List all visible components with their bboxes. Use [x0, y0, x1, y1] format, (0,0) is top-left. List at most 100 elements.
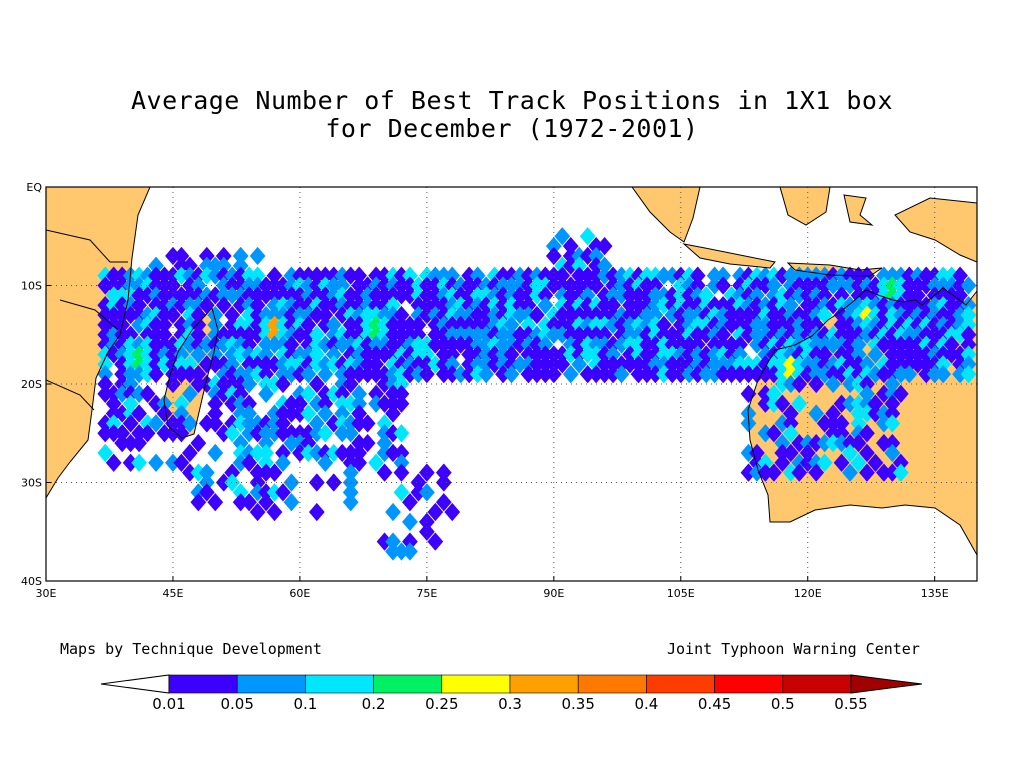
lat-tick-label: 20S: [21, 378, 42, 391]
colorbar-label: 0.01: [152, 695, 185, 713]
lon-tick-label: 105E: [667, 587, 695, 600]
density-cell: [266, 463, 283, 482]
density-cell: [393, 483, 410, 502]
lon-tick-label: 45E: [162, 587, 183, 600]
coastline-sulawesi: [843, 194, 874, 226]
colorbar-label: 0.3: [498, 695, 522, 713]
density-cell: [715, 276, 732, 295]
density-cell: [444, 502, 461, 522]
density-cell: [241, 374, 258, 394]
density-cell: [173, 453, 190, 473]
density-cell: [215, 295, 232, 315]
colorbar-label: 0.25: [425, 695, 458, 713]
lon-tick-label: 135E: [921, 587, 949, 600]
colorbar-cell: [577, 674, 647, 694]
density-cell: [317, 404, 334, 423]
density-cell: [148, 364, 164, 384]
colorbar-cell: [646, 674, 715, 694]
density-cell: [859, 463, 875, 482]
density-cell: [359, 433, 376, 453]
density-cell: [478, 364, 495, 384]
density-cell: [825, 374, 842, 394]
density-cell: [571, 355, 588, 374]
map-axes: 30E 45E 60E 75E 90E 105E 120E 135E EQ 10S 20S 30S 40…: [21, 181, 949, 600]
density-cell: [393, 463, 410, 482]
density-cell: [139, 424, 156, 443]
coastline-new-guinea: [894, 197, 977, 263]
colorbar-label: 0.45: [698, 695, 731, 713]
lon-tick-label: 120E: [794, 587, 822, 600]
density-cell: [300, 404, 317, 423]
density-cell: [131, 453, 148, 473]
density-cell: [283, 492, 300, 512]
density-cell: [258, 492, 275, 512]
density-cell: [892, 463, 909, 482]
density-cell: [190, 492, 207, 512]
colorbar-label: 0.2: [362, 695, 386, 713]
density-cell: [427, 502, 444, 522]
border-africa-1: [46, 229, 128, 263]
colorbar-label: 0.35: [561, 695, 594, 713]
land-borneo: [780, 187, 830, 225]
density-cell: [774, 453, 791, 473]
density-cell: [427, 532, 444, 551]
density-cell: [562, 364, 579, 384]
density-cell: [249, 502, 266, 522]
density-cell: [808, 404, 825, 423]
lat-tick-label: EQ: [26, 181, 42, 194]
lat-tick-label: 30S: [21, 477, 42, 490]
density-cell: [148, 414, 164, 433]
density-cell: [393, 424, 410, 443]
lat-tick-label: 40S: [21, 575, 42, 588]
density-cell: [892, 384, 909, 404]
colorbar-cell: [373, 674, 443, 694]
land-new-guinea: [895, 198, 977, 262]
density-cell: [960, 364, 977, 384]
density-cell: [224, 424, 241, 443]
density-cell: [325, 473, 342, 492]
density-cell: [258, 384, 275, 404]
density-cell: [131, 433, 148, 453]
density-cell: [774, 394, 791, 413]
colorbar-label: 0.05: [220, 695, 253, 713]
density-cell: [359, 414, 376, 433]
density-cell: [207, 492, 224, 512]
land-sumatra: [632, 187, 700, 242]
credit-jtwc: Joint Typhoon Warning Center: [667, 640, 920, 658]
density-cell: [782, 424, 799, 443]
density-cell: [401, 512, 418, 532]
density-cell: [308, 502, 325, 522]
density-cell: [376, 463, 393, 482]
coastline-africa: [46, 187, 151, 499]
border-africa-2: [59, 299, 119, 331]
density-cell: [342, 424, 359, 443]
density-cell: [791, 463, 808, 482]
density-cell: [198, 483, 215, 502]
density-cell: [782, 443, 799, 463]
density-cell: [385, 404, 401, 423]
land-sulawesi: [844, 195, 872, 225]
colorbar-cell: [509, 674, 579, 694]
density-cell: [131, 404, 148, 423]
density-cell: [249, 246, 266, 266]
land-java: [684, 244, 775, 268]
density-cell: [850, 433, 867, 453]
density-cell: [207, 443, 224, 463]
map-gridlines: [46, 187, 977, 581]
density-cell: [554, 355, 571, 374]
density-cell: [765, 424, 782, 443]
coastline-layer: [46, 187, 977, 556]
density-cell: [275, 483, 291, 502]
coastline-australia: [747, 287, 977, 556]
land-africa: [46, 187, 150, 498]
density-cell: [368, 453, 385, 473]
density-cell: [207, 414, 224, 433]
density-cell: [224, 473, 241, 492]
density-cell: [190, 345, 207, 364]
density-cell: [537, 295, 554, 315]
lon-tick-label: 75E: [416, 587, 437, 600]
colorbar-cell: [236, 674, 306, 694]
lat-tick-label: 10S: [21, 280, 42, 293]
density-cell: [435, 492, 452, 512]
lon-tick-label: 90E: [543, 587, 564, 600]
